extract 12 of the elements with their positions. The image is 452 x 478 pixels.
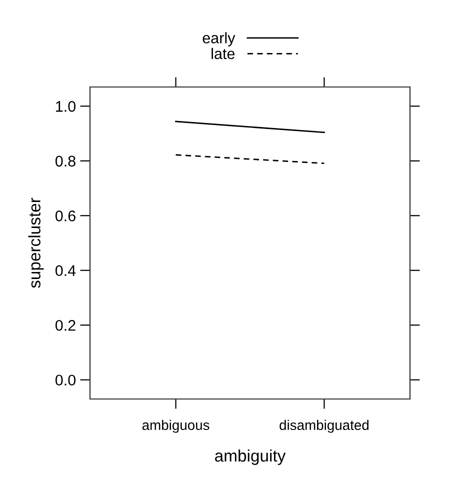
y-tick-label: 0.4 (55, 265, 76, 276)
legend-label: early (202, 32, 236, 46)
y-axis-title: supercluster (28, 198, 44, 288)
y-tick-label: 0.8 (55, 156, 76, 167)
x-axis-title: ambiguity (215, 449, 286, 465)
y-tick-label: 0.0 (55, 374, 76, 386)
y-tick-label: 0.2 (55, 320, 76, 331)
x-tick-label: disambiguated (280, 420, 368, 433)
y-tick-label: 1.0 (56, 101, 76, 112)
legend-label: late (212, 48, 235, 60)
x-tick-label: ambiguous (142, 420, 210, 433)
y-tick-label: 0.6 (55, 210, 76, 222)
